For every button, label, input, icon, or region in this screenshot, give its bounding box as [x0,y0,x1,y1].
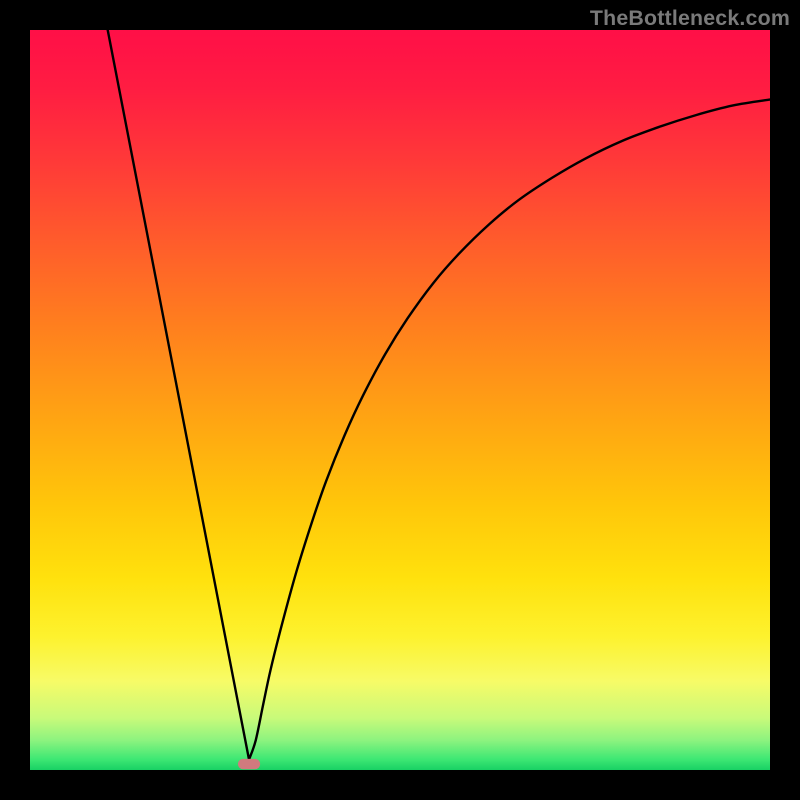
optimum-marker [238,759,260,769]
bottleneck-chart: TheBottleneck.com [0,0,800,800]
watermark-label: TheBottleneck.com [590,6,790,31]
chart-canvas [0,0,800,800]
chart-background [30,30,770,770]
